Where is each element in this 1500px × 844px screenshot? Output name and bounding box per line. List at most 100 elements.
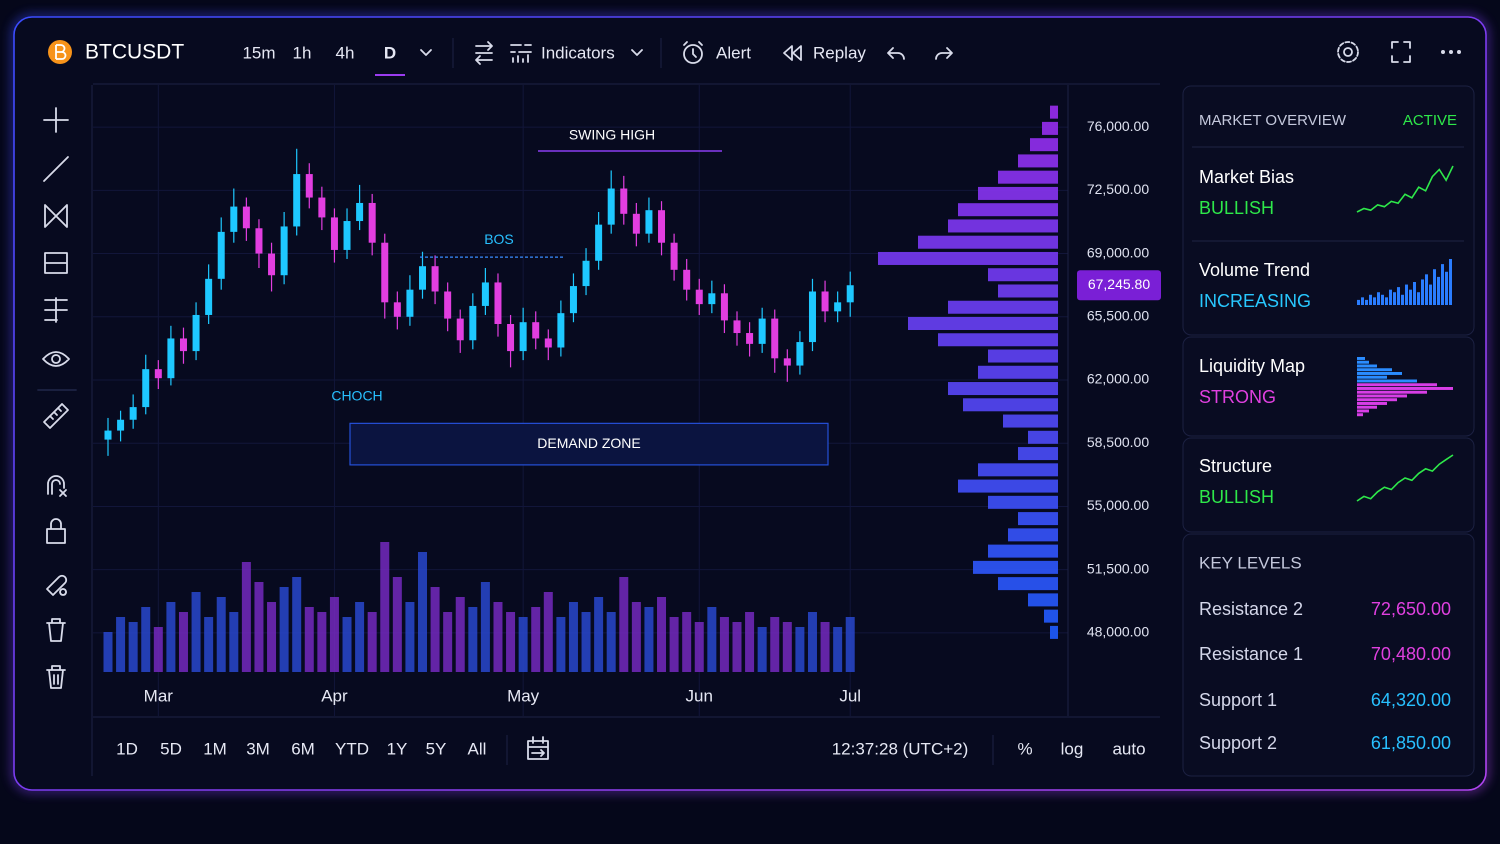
magnet-tool[interactable] — [47, 475, 67, 497]
candle-body — [117, 419, 125, 431]
range-button[interactable]: 6M — [291, 739, 315, 758]
delete-all-tool[interactable] — [46, 618, 66, 642]
profile-bar — [1028, 430, 1058, 444]
y-tick-label: 51,500.00 — [1087, 560, 1149, 576]
range-button[interactable]: 1D — [116, 739, 138, 758]
candle-body — [557, 313, 565, 348]
volume-bar — [518, 617, 528, 672]
profile-bar — [918, 235, 1058, 249]
date-range[interactable] — [527, 736, 549, 760]
range-button[interactable]: 5D — [160, 739, 182, 758]
y-tick-label: 65,500.00 — [1087, 307, 1149, 323]
range-button[interactable]: All — [468, 739, 487, 758]
scale-option[interactable]: % — [1017, 739, 1032, 758]
y-tick-label: 58,500.00 — [1087, 434, 1149, 450]
trendline-tool[interactable] — [43, 156, 69, 182]
fullscreen[interactable] — [1391, 41, 1411, 63]
visibility-tool[interactable] — [42, 351, 70, 367]
profile-bar — [1044, 609, 1058, 623]
spark-hbar — [1357, 375, 1387, 379]
x-tick-label: Mar — [144, 686, 174, 705]
volume-bar — [128, 622, 138, 672]
range-button[interactable]: 3M — [246, 739, 270, 758]
projection-tool[interactable] — [44, 297, 68, 323]
candle-body — [381, 242, 389, 303]
indicators-menu[interactable] — [631, 49, 643, 56]
profile-bar — [1018, 154, 1058, 168]
overview-status: ACTIVE — [1403, 112, 1457, 129]
candle-body — [230, 206, 238, 232]
card-status: INCREASING — [1199, 291, 1311, 311]
more[interactable] — [1441, 50, 1461, 54]
candle-body — [733, 320, 741, 334]
interval-button[interactable]: D — [384, 43, 396, 62]
lock-tool[interactable] — [46, 518, 66, 544]
interval-menu[interactable] — [420, 49, 432, 56]
profile-bar — [973, 560, 1058, 574]
candle-body — [507, 324, 515, 352]
pattern-tool[interactable] — [44, 204, 68, 228]
level-value: 70,480.00 — [1371, 644, 1451, 664]
candle-body — [494, 282, 502, 324]
spark-hbar — [1357, 360, 1369, 364]
level-name: Resistance 1 — [1199, 644, 1303, 664]
cards: Market Bias BULLISH Volume Trend INCREASING… — [1199, 165, 1454, 507]
y-tick-label: 76,000.00 — [1087, 118, 1149, 134]
sparkline — [1356, 454, 1454, 502]
profile-bar — [988, 495, 1058, 509]
volume-bar — [279, 587, 289, 672]
clock: 12:37:28 (UTC+2) — [832, 739, 969, 758]
candle-body — [645, 210, 653, 234]
spark-bar — [1417, 292, 1420, 305]
spark-bar — [1389, 289, 1392, 305]
volume-bar — [153, 627, 163, 672]
overview-title: MARKET OVERVIEW — [1199, 112, 1347, 129]
undo[interactable] — [887, 47, 905, 60]
scale-option[interactable]: auto — [1112, 739, 1145, 758]
scale-option[interactable]: log — [1061, 739, 1084, 758]
candle-body — [179, 338, 187, 352]
hide-tool[interactable] — [46, 574, 68, 596]
range-button[interactable]: YTD — [335, 739, 369, 758]
fib-tool[interactable] — [44, 252, 68, 274]
scale-options: % log auto — [1017, 739, 1145, 758]
candle-body — [356, 202, 364, 222]
candle-body — [758, 318, 766, 344]
candle-body — [607, 188, 615, 225]
volume-bar — [631, 602, 641, 672]
replay-icon[interactable] — [783, 45, 802, 61]
interval-button[interactable]: 4h — [336, 43, 355, 62]
volume-bar — [644, 607, 654, 672]
replay-button[interactable]: Replay — [813, 43, 866, 62]
profile-bar — [978, 463, 1058, 477]
symbol[interactable]: BTCUSDT — [85, 41, 184, 64]
spark-bar — [1441, 264, 1444, 305]
spark-bar — [1397, 287, 1400, 305]
interval-button[interactable]: 15m — [242, 43, 275, 62]
spark-bar — [1409, 289, 1412, 305]
measure-tool[interactable] — [43, 403, 69, 429]
range-button[interactable]: 1Y — [387, 739, 408, 758]
volume-bar — [103, 632, 113, 672]
candle-body — [569, 286, 577, 314]
compare-icon[interactable] — [475, 41, 493, 65]
candle-body — [129, 407, 137, 420]
profile-bar — [998, 170, 1058, 184]
redo[interactable] — [935, 47, 953, 60]
range-button[interactable]: 5Y — [426, 739, 447, 758]
profile-bar — [1003, 414, 1058, 428]
interval-button[interactable]: 1h — [293, 43, 312, 62]
trash-tool[interactable] — [46, 665, 66, 689]
settings[interactable] — [1337, 41, 1359, 63]
volume-bar — [581, 612, 591, 672]
crosshair-tool[interactable] — [43, 107, 69, 133]
alert-icon[interactable] — [683, 41, 703, 64]
spark-hbar — [1357, 387, 1453, 390]
candle-body — [783, 358, 791, 366]
range-button[interactable]: 1M — [203, 739, 227, 758]
candle-body — [431, 266, 439, 292]
indicators-icon[interactable] — [510, 44, 532, 63]
alert-button[interactable]: Alert — [716, 43, 751, 62]
indicators-button[interactable]: Indicators — [541, 43, 615, 62]
volume-bar — [216, 597, 226, 672]
